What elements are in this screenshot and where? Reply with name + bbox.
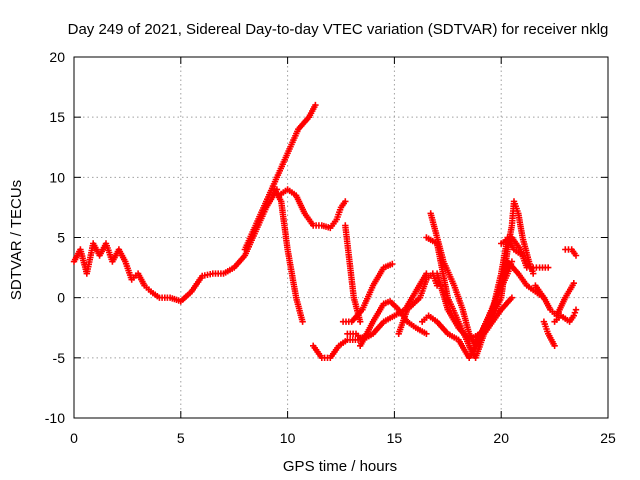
series-tail4 (551, 306, 580, 325)
data-point (570, 280, 577, 287)
data-points (70, 101, 580, 361)
x-tick-label: 5 (177, 430, 185, 446)
x-tick-label: 0 (70, 430, 78, 446)
series-tail3 (562, 246, 580, 259)
axis-ticks: 0 5 10 15 20 25 -10 -5 0 5 10 15 20 (45, 49, 616, 446)
x-tick-label: 10 (280, 430, 296, 446)
series-right3 (433, 198, 537, 343)
series-spike (342, 222, 364, 325)
x-tick-label: 25 (600, 430, 616, 446)
y-tick-label: 10 (49, 169, 65, 185)
series-mid3 (357, 298, 430, 349)
series-arc (275, 186, 349, 232)
data-point (357, 318, 364, 325)
data-point (551, 342, 558, 349)
data-point (299, 318, 306, 325)
data-point (508, 294, 516, 301)
grid-lines (74, 57, 608, 418)
data-point (423, 330, 430, 337)
data-point (571, 309, 579, 316)
x-axis-label: GPS time / hours (283, 458, 397, 475)
series-tail2 (540, 318, 558, 349)
y-axis-label: SDTVAR / TECUs (8, 180, 25, 300)
series-right5 (472, 258, 548, 349)
series-right6 (498, 234, 552, 271)
y-tick-label: 0 (57, 290, 65, 306)
series-tail1 (532, 280, 577, 319)
data-point (572, 306, 580, 313)
series-drop (271, 186, 306, 325)
y-tick-label: -10 (45, 410, 65, 426)
data-point (312, 101, 319, 109)
data-point (423, 270, 430, 277)
series-right2 (423, 234, 516, 361)
y-tick-label: 15 (49, 109, 65, 125)
series-rise2 (395, 270, 441, 337)
series-mid1 (339, 260, 396, 325)
y-tick-label: -5 (53, 350, 66, 366)
data-point (572, 252, 580, 259)
y-tick-label: 20 (49, 49, 65, 65)
x-tick-label: 20 (493, 430, 509, 446)
chart-title: Day 249 of 2021, Sidereal Day-to-day VTE… (68, 21, 609, 38)
data-point (530, 270, 537, 277)
data-point (570, 312, 577, 319)
series-rise (241, 101, 319, 253)
data-point (389, 260, 396, 268)
data-point (545, 264, 552, 271)
series-low1 (310, 330, 372, 361)
data-point (342, 198, 349, 205)
x-tick-label: 15 (387, 430, 403, 446)
y-tick-label: 5 (57, 230, 65, 246)
